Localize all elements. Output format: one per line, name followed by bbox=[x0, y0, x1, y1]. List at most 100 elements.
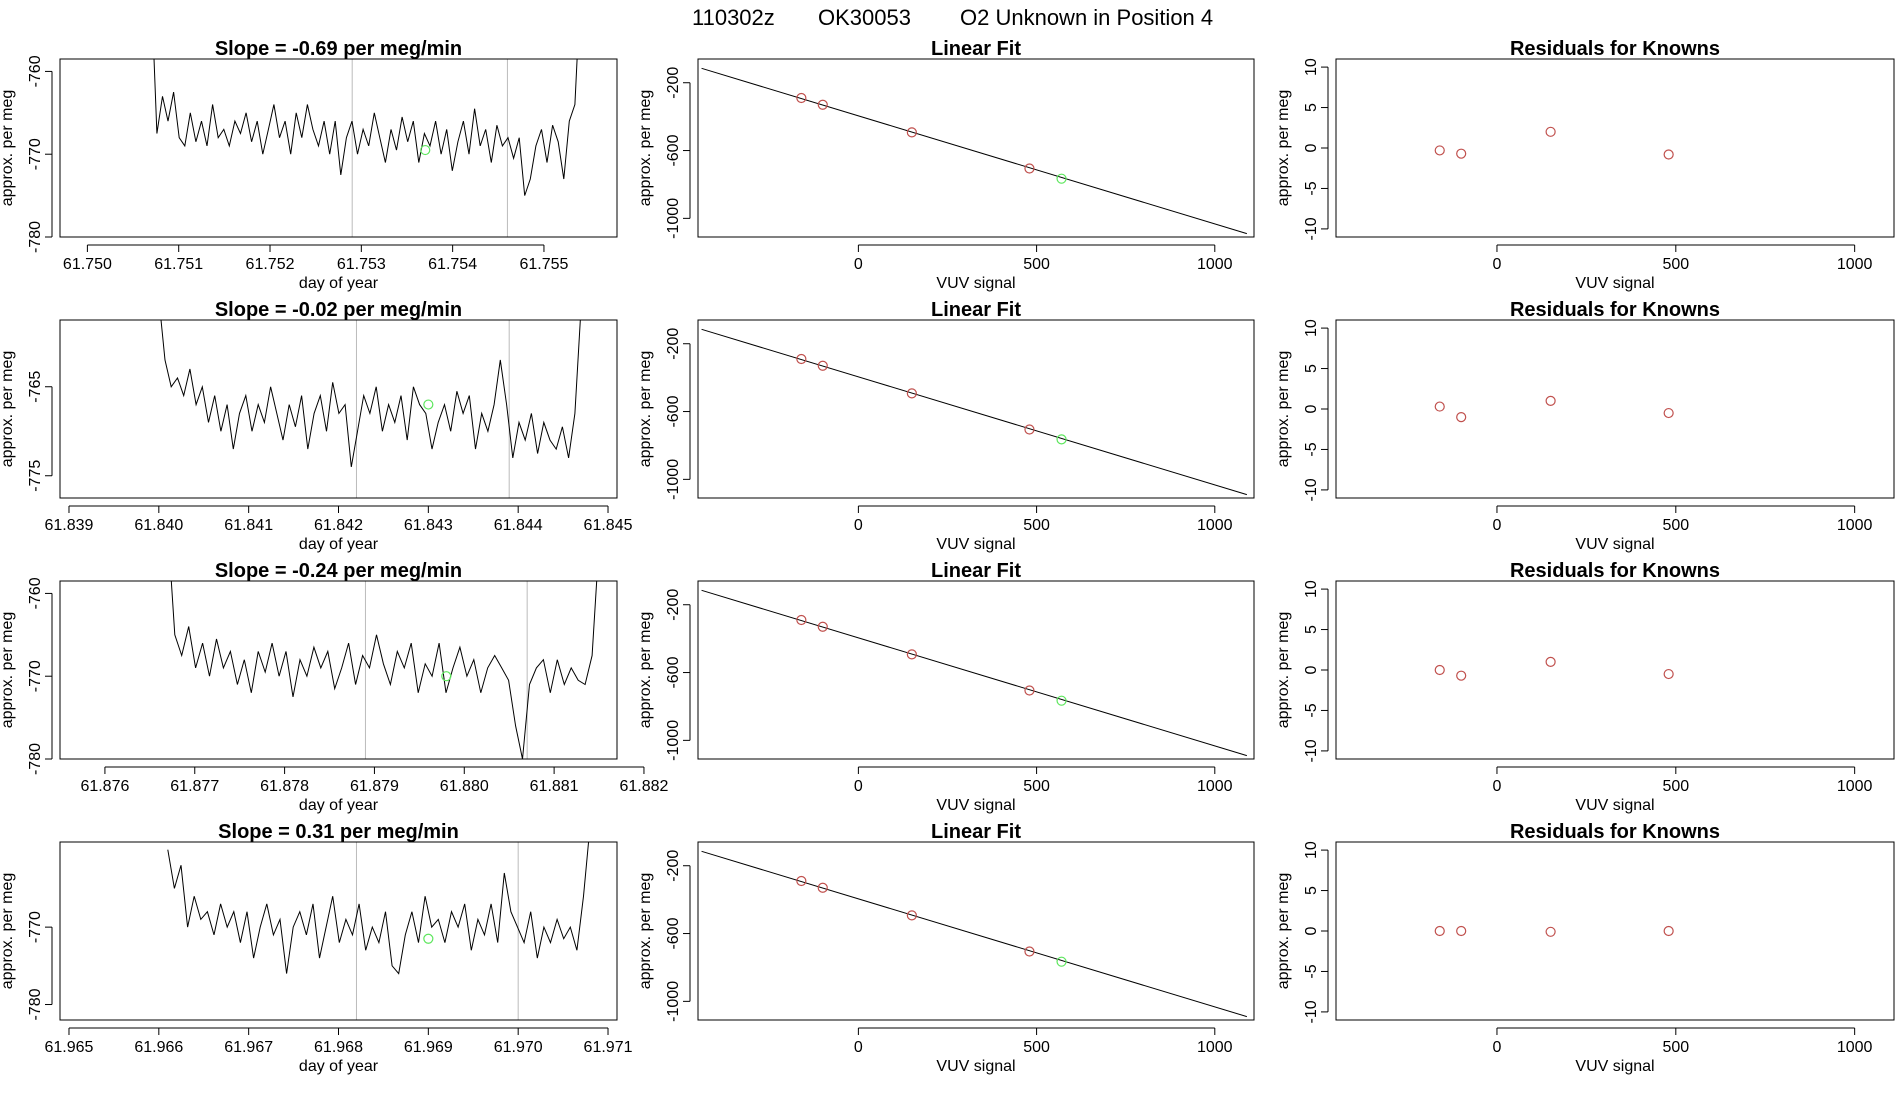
x-tick-label: 0 bbox=[1493, 517, 1502, 534]
x-tick-label: 500 bbox=[1662, 1039, 1689, 1056]
unknown-sample-point bbox=[1056, 695, 1067, 706]
fit-line bbox=[701, 850, 1248, 1018]
run-id: 110302z bbox=[692, 5, 775, 30]
residual-point bbox=[1663, 668, 1674, 680]
known-standard-point bbox=[1024, 163, 1035, 174]
y-axis-label: approx. per meg bbox=[637, 90, 654, 207]
signal-trace bbox=[153, 59, 578, 196]
x-tick-label: 0 bbox=[854, 517, 863, 534]
x-tick-label: 0 bbox=[1493, 256, 1502, 273]
x-tick-label: 61.876 bbox=[80, 778, 129, 795]
x-axis-label: VUV signal bbox=[1575, 275, 1654, 292]
x-tick-label: 61.882 bbox=[619, 778, 668, 795]
plot-frame bbox=[59, 319, 618, 499]
x-tick-label: 0 bbox=[854, 256, 863, 273]
known-standard-point bbox=[1024, 946, 1035, 957]
known-standard-point bbox=[796, 614, 807, 626]
tank-id: OK30053 bbox=[818, 5, 911, 30]
known-standard-point bbox=[817, 99, 828, 110]
x-tick-label: 61.750 bbox=[63, 256, 112, 273]
residual-point bbox=[1663, 407, 1674, 419]
y-tick-label: -600 bbox=[665, 656, 682, 688]
y-tick-label: -200 bbox=[665, 850, 682, 882]
residual-point bbox=[1663, 925, 1674, 937]
time-series-panel: 61.965 61.966 61.967 61.968 61.969 61.970 61.9… bbox=[0, 821, 633, 1075]
x-axis-label: day of year bbox=[299, 275, 379, 292]
linear-fit-panel: 0 500 1000 -200 -600 -1000 Linear Fit VUV signa… bbox=[637, 560, 1255, 814]
x-tick-label: 0 bbox=[1493, 1039, 1502, 1056]
y-tick-label: -780 bbox=[27, 988, 44, 1020]
plot-frame bbox=[1335, 58, 1895, 238]
y-tick-label: 0 bbox=[1303, 143, 1320, 152]
y-tick-label: -760 bbox=[27, 55, 44, 87]
x-tick-label: 1000 bbox=[1197, 778, 1233, 795]
y-tick-label: 10 bbox=[1303, 841, 1320, 859]
x-tick-label: 61.880 bbox=[440, 778, 489, 795]
y-tick-label: -1000 bbox=[665, 459, 682, 500]
y-tick-label: 10 bbox=[1303, 580, 1320, 598]
x-tick-label: 61.966 bbox=[134, 1039, 183, 1056]
plot-title: Residuals for Knowns bbox=[1510, 821, 1720, 843]
x-tick-label: 61.842 bbox=[314, 517, 363, 534]
x-tick-label: 61.881 bbox=[530, 778, 579, 795]
y-tick-label: 0 bbox=[1303, 404, 1320, 413]
plot-title: Slope = -0.69 per meg/min bbox=[215, 38, 462, 60]
time-series-panel: 61.750 61.751 61.752 61.753 61.754 61.755 -760… bbox=[0, 38, 618, 292]
known-standard-point bbox=[817, 882, 828, 893]
plot-title: Linear Fit bbox=[931, 560, 1021, 582]
y-tick-label: -780 bbox=[27, 221, 44, 253]
y-tick-label: -5 bbox=[1303, 703, 1320, 717]
plot-frame bbox=[697, 841, 1255, 1021]
plot-title: Residuals for Knowns bbox=[1510, 299, 1720, 321]
x-tick-label: 61.754 bbox=[428, 256, 477, 273]
residual-point bbox=[1434, 401, 1445, 412]
x-axis-label: VUV signal bbox=[936, 275, 1015, 292]
unknown-sample-point bbox=[1056, 173, 1067, 184]
x-tick-label: 61.878 bbox=[260, 778, 309, 795]
y-tick-label: -5 bbox=[1303, 964, 1320, 978]
y-axis-label: approx. per meg bbox=[637, 351, 654, 468]
signal-trace bbox=[167, 842, 590, 975]
known-standard-point bbox=[796, 353, 807, 365]
y-tick-label: -770 bbox=[27, 660, 44, 692]
unknown-mean-point bbox=[441, 671, 452, 682]
plot-title: Linear Fit bbox=[931, 38, 1021, 60]
x-axis-label: VUV signal bbox=[936, 536, 1015, 553]
time-series-panel: 61.876 61.877 61.878 61.879 61.880 61.881 61.8… bbox=[0, 560, 669, 814]
x-tick-label: 1000 bbox=[1837, 256, 1873, 273]
y-tick-label: 0 bbox=[1303, 665, 1320, 674]
residual-point bbox=[1663, 149, 1674, 160]
residual-point bbox=[1456, 148, 1467, 159]
known-standard-point bbox=[817, 621, 828, 632]
plot-frame bbox=[59, 580, 618, 760]
residuals-panel: 0 500 1000 10 5 0 -5 -10 Residuals for Knowns VUV… bbox=[1275, 560, 1895, 814]
known-standard-point bbox=[817, 360, 828, 371]
y-tick-label: -10 bbox=[1303, 217, 1320, 240]
y-tick-label: 5 bbox=[1303, 625, 1320, 634]
time-series-panel: 61.839 61.840 61.841 61.842 61.843 61.844 61.8… bbox=[0, 299, 633, 553]
y-axis-label: approx. per meg bbox=[637, 873, 654, 990]
residual-point bbox=[1456, 925, 1467, 937]
residual-point bbox=[1456, 670, 1467, 681]
x-tick-label: 61.965 bbox=[45, 1039, 94, 1056]
x-axis-label: day of year bbox=[299, 797, 379, 814]
signal-trace bbox=[170, 581, 598, 759]
y-tick-label: -200 bbox=[665, 67, 682, 99]
x-tick-label: 1000 bbox=[1197, 1039, 1233, 1056]
x-tick-label: 61.970 bbox=[494, 1039, 543, 1056]
plot-frame bbox=[59, 841, 618, 1021]
y-tick-label: -1000 bbox=[665, 198, 682, 239]
y-axis-label: approx. per meg bbox=[0, 612, 16, 729]
y-tick-label: -780 bbox=[27, 743, 44, 775]
y-tick-label: -770 bbox=[27, 911, 44, 943]
plot-frame bbox=[1335, 580, 1895, 760]
x-tick-label: 61.877 bbox=[170, 778, 219, 795]
x-tick-label: 61.752 bbox=[246, 256, 295, 273]
known-standard-point bbox=[906, 127, 917, 138]
x-tick-label: 61.839 bbox=[45, 517, 94, 534]
y-tick-label: 5 bbox=[1303, 364, 1320, 373]
x-tick-label: 1000 bbox=[1197, 517, 1233, 534]
linear-fit-panel: 0 500 1000 -200 -600 -1000 Linear Fit VUV signa… bbox=[637, 38, 1255, 292]
y-axis-label: approx. per meg bbox=[0, 90, 16, 207]
